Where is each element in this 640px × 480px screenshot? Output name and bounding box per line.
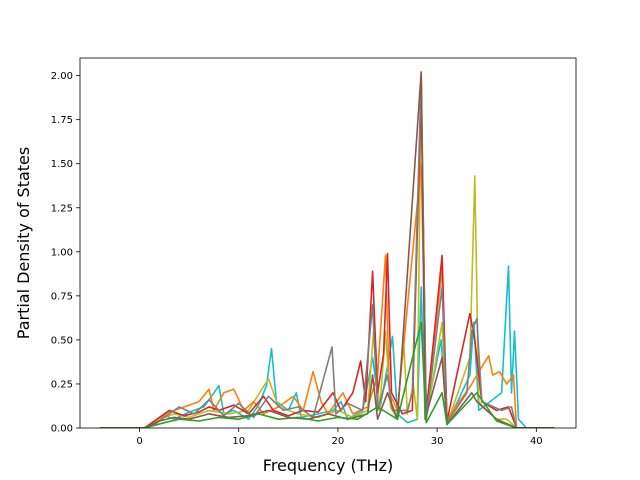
y-tick-label: 2.00 bbox=[51, 71, 73, 82]
y-axis-ticks: 0.00 0.25 0.50 0.75 1.00 1.25 1.50 1.75 2.00 bbox=[51, 71, 80, 435]
x-tick-label: 40 bbox=[530, 436, 543, 447]
x-axis-ticks: 0 10 20 30 40 bbox=[136, 428, 543, 447]
y-tick-label: 0.00 bbox=[51, 424, 73, 435]
series-line-2 bbox=[99, 162, 555, 428]
series-line-6 bbox=[99, 321, 555, 428]
series-line-3 bbox=[99, 92, 555, 428]
x-axis-label: Frequency (THz) bbox=[263, 456, 393, 475]
y-tick-label: 0.50 bbox=[51, 335, 73, 346]
y-tick-label: 1.25 bbox=[51, 203, 73, 214]
plot-frame bbox=[79, 57, 577, 429]
y-tick-label: 1.75 bbox=[51, 115, 73, 126]
y-tick-label: 1.00 bbox=[51, 247, 73, 258]
y-tick-label: 1.50 bbox=[51, 159, 73, 170]
series-layer bbox=[99, 71, 555, 428]
y-tick-label: 0.25 bbox=[51, 379, 73, 390]
series-line-4 bbox=[99, 74, 555, 428]
plot-area bbox=[80, 58, 576, 428]
y-tick-label: 0.75 bbox=[51, 291, 73, 302]
x-tick-label: 0 bbox=[136, 436, 142, 447]
x-tick-label: 30 bbox=[431, 436, 444, 447]
y-axis-label: Partial Density of States bbox=[14, 147, 33, 339]
x-tick-label: 20 bbox=[332, 436, 345, 447]
x-tick-label: 10 bbox=[232, 436, 245, 447]
